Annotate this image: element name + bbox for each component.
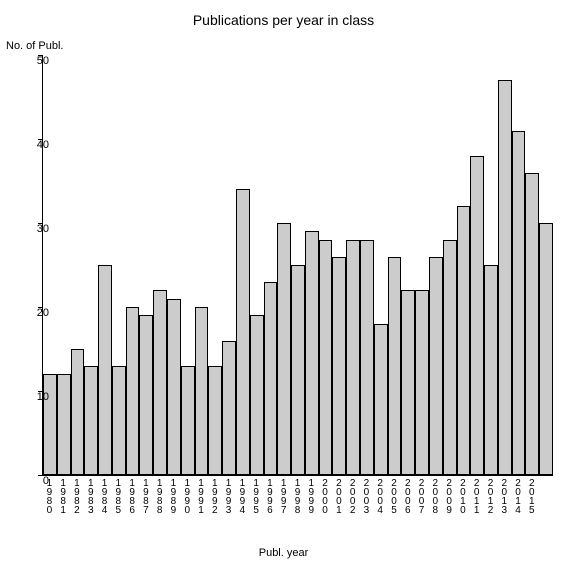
bar: [332, 257, 346, 475]
bar: [388, 257, 402, 475]
xtick-label: 1983: [85, 478, 95, 514]
xtick-label: 1985: [113, 478, 123, 514]
ytick-label: 30: [19, 223, 49, 235]
bar: [512, 131, 526, 475]
bar: [112, 366, 126, 475]
bar: [457, 206, 471, 475]
xtick-label: 1995: [251, 478, 261, 514]
bar: [429, 257, 443, 475]
xtick-label: 1996: [264, 478, 274, 514]
xtick-label: 1994: [237, 478, 247, 514]
bars-group: [43, 55, 553, 475]
bar: [305, 231, 319, 475]
bar: [443, 240, 457, 475]
xtick-label: 1981: [58, 478, 68, 514]
xtick-label: 1992: [209, 478, 219, 514]
bar: [264, 282, 278, 475]
bar: [319, 240, 333, 475]
xtick-label: 1980: [44, 478, 54, 514]
xtick-label: 1987: [140, 478, 150, 514]
bar: [277, 223, 291, 475]
publications-chart: Publications per year in class No. of Pu…: [0, 0, 567, 567]
bar: [498, 80, 512, 475]
bar: [470, 156, 484, 475]
xtick-label: 2012: [485, 478, 495, 514]
xtick-label: 1989: [168, 478, 178, 514]
bar: [250, 315, 264, 475]
xtick-label: 1984: [99, 478, 109, 514]
xtick-label: 2013: [499, 478, 509, 514]
bar: [346, 240, 360, 475]
xtick-label: 2007: [416, 478, 426, 514]
bar: [360, 240, 374, 475]
xtick-label: 2014: [513, 478, 523, 514]
ytick-label: 40: [19, 139, 49, 151]
xtick-label: 1997: [278, 478, 288, 514]
xtick-label: 2009: [444, 478, 454, 514]
plot-area: [42, 55, 553, 476]
xtick-label: 1993: [223, 478, 233, 514]
xtick-label: 1991: [196, 478, 206, 514]
y-axis-label: No. of Publ.: [6, 40, 63, 52]
bar: [98, 265, 112, 475]
xtick-label: 2003: [361, 478, 371, 514]
bar: [181, 366, 195, 475]
xtick-label: 1982: [71, 478, 81, 514]
xtick-label: 1998: [292, 478, 302, 514]
xtick-label: 1988: [154, 478, 164, 514]
xtick-label: 2001: [333, 478, 343, 514]
xtick-label: 2015: [526, 478, 536, 514]
bar: [401, 290, 415, 475]
xtick-label: 2005: [388, 478, 398, 514]
x-axis-label: Publ. year: [0, 547, 567, 559]
bar: [222, 341, 236, 475]
xtick-label: 1990: [182, 478, 192, 514]
bar: [539, 223, 553, 475]
bar: [57, 374, 71, 475]
ytick-label: 50: [19, 55, 49, 67]
bar: [291, 265, 305, 475]
ytick-label: 10: [19, 391, 49, 403]
bar: [415, 290, 429, 475]
ytick-label: 20: [19, 307, 49, 319]
bar: [525, 173, 539, 475]
bar: [153, 290, 167, 475]
xtick-label: 1999: [306, 478, 316, 514]
xtick-label: 2002: [347, 478, 357, 514]
bar: [139, 315, 153, 475]
bar: [71, 349, 85, 475]
bar: [374, 324, 388, 475]
bar: [84, 366, 98, 475]
xtick-label: 2011: [471, 478, 481, 514]
xtick-label: 1986: [127, 478, 137, 514]
bar: [195, 307, 209, 475]
bar: [43, 374, 57, 475]
bar: [484, 265, 498, 475]
bar: [126, 307, 140, 475]
bar: [167, 299, 181, 475]
xtick-label: 2008: [430, 478, 440, 514]
xtick-label: 2010: [457, 478, 467, 514]
bar: [236, 189, 250, 475]
xtick-label: 2004: [375, 478, 385, 514]
xtick-label: 2006: [402, 478, 412, 514]
bar: [208, 366, 222, 475]
xtick-label: 2000: [320, 478, 330, 514]
chart-title: Publications per year in class: [0, 12, 567, 28]
